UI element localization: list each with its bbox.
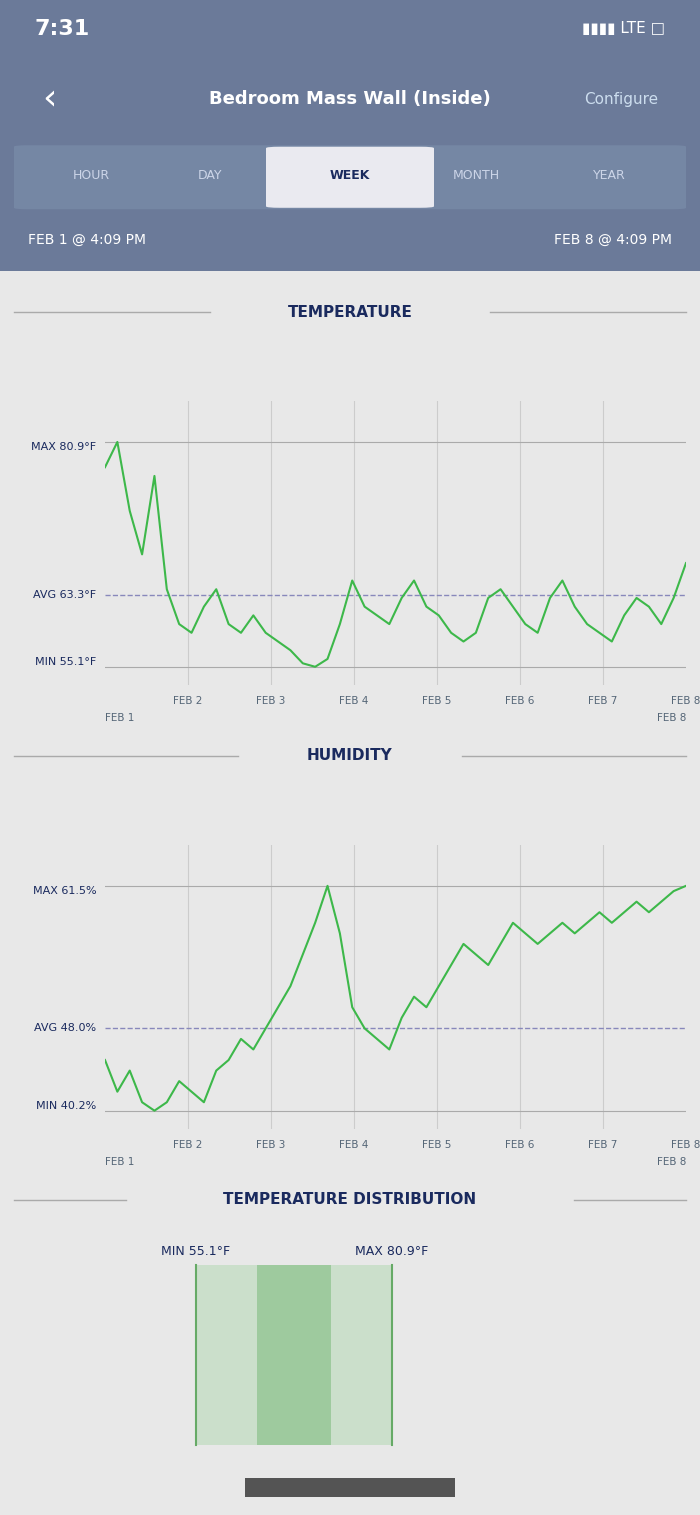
Text: MAX 80.9°F: MAX 80.9°F bbox=[356, 1245, 428, 1257]
Text: FEB 1: FEB 1 bbox=[105, 714, 134, 723]
FancyBboxPatch shape bbox=[14, 145, 686, 209]
Text: Configure: Configure bbox=[584, 92, 658, 106]
Text: WEEK: WEEK bbox=[330, 170, 370, 182]
Text: AVG 63.3°F: AVG 63.3°F bbox=[33, 591, 97, 600]
Text: AVG 48.0%: AVG 48.0% bbox=[34, 1023, 97, 1033]
Bar bbox=[245, 1479, 455, 1497]
Text: TEMPERATURE DISTRIBUTION: TEMPERATURE DISTRIBUTION bbox=[223, 1192, 477, 1207]
Text: MAX 80.9°F: MAX 80.9°F bbox=[32, 442, 97, 451]
Text: DAY: DAY bbox=[197, 170, 223, 182]
Text: FEB 3: FEB 3 bbox=[256, 695, 286, 706]
Text: FEB 2: FEB 2 bbox=[174, 695, 203, 706]
Text: FEB 7: FEB 7 bbox=[588, 695, 617, 706]
Text: FEB 3: FEB 3 bbox=[256, 1139, 286, 1150]
Text: FEB 1 @ 4:09 PM: FEB 1 @ 4:09 PM bbox=[28, 232, 146, 247]
Text: FEB 6: FEB 6 bbox=[505, 1139, 535, 1150]
Text: MIN 40.2%: MIN 40.2% bbox=[36, 1101, 97, 1110]
Text: FEB 1: FEB 1 bbox=[105, 1157, 134, 1167]
Text: MIN 55.1°F: MIN 55.1°F bbox=[35, 658, 97, 667]
Text: HUMIDITY: HUMIDITY bbox=[307, 748, 393, 764]
Bar bbox=[196, 1265, 392, 1445]
Text: FEB 5: FEB 5 bbox=[422, 695, 452, 706]
Text: FEB 4: FEB 4 bbox=[340, 1139, 369, 1150]
FancyBboxPatch shape bbox=[266, 147, 434, 208]
Text: FEB 8: FEB 8 bbox=[671, 1139, 700, 1150]
Text: MIN 55.1°F: MIN 55.1°F bbox=[162, 1245, 230, 1257]
Text: FEB 8 @ 4:09 PM: FEB 8 @ 4:09 PM bbox=[554, 232, 672, 247]
Text: ▮▮▮▮ LTE □: ▮▮▮▮ LTE □ bbox=[582, 21, 665, 36]
Text: FEB 8: FEB 8 bbox=[657, 1157, 686, 1167]
Text: TEMPERATURE: TEMPERATURE bbox=[288, 305, 412, 320]
Text: MAX 61.5%: MAX 61.5% bbox=[33, 886, 97, 895]
Text: FEB 8: FEB 8 bbox=[657, 714, 686, 723]
Text: 7:31: 7:31 bbox=[35, 18, 90, 39]
Text: FEB 4: FEB 4 bbox=[340, 695, 369, 706]
Text: MONTH: MONTH bbox=[452, 170, 500, 182]
Text: FEB 7: FEB 7 bbox=[588, 1139, 617, 1150]
Text: FEB 2: FEB 2 bbox=[174, 1139, 203, 1150]
Text: YEAR: YEAR bbox=[593, 170, 625, 182]
Text: Bedroom Mass Wall (Inside): Bedroom Mass Wall (Inside) bbox=[209, 91, 491, 108]
Text: FEB 8: FEB 8 bbox=[671, 695, 700, 706]
Text: HOUR: HOUR bbox=[72, 170, 110, 182]
Bar bbox=[257, 1265, 331, 1445]
Text: ‹: ‹ bbox=[42, 82, 57, 117]
Text: FEB 6: FEB 6 bbox=[505, 695, 535, 706]
Text: FEB 5: FEB 5 bbox=[422, 1139, 452, 1150]
